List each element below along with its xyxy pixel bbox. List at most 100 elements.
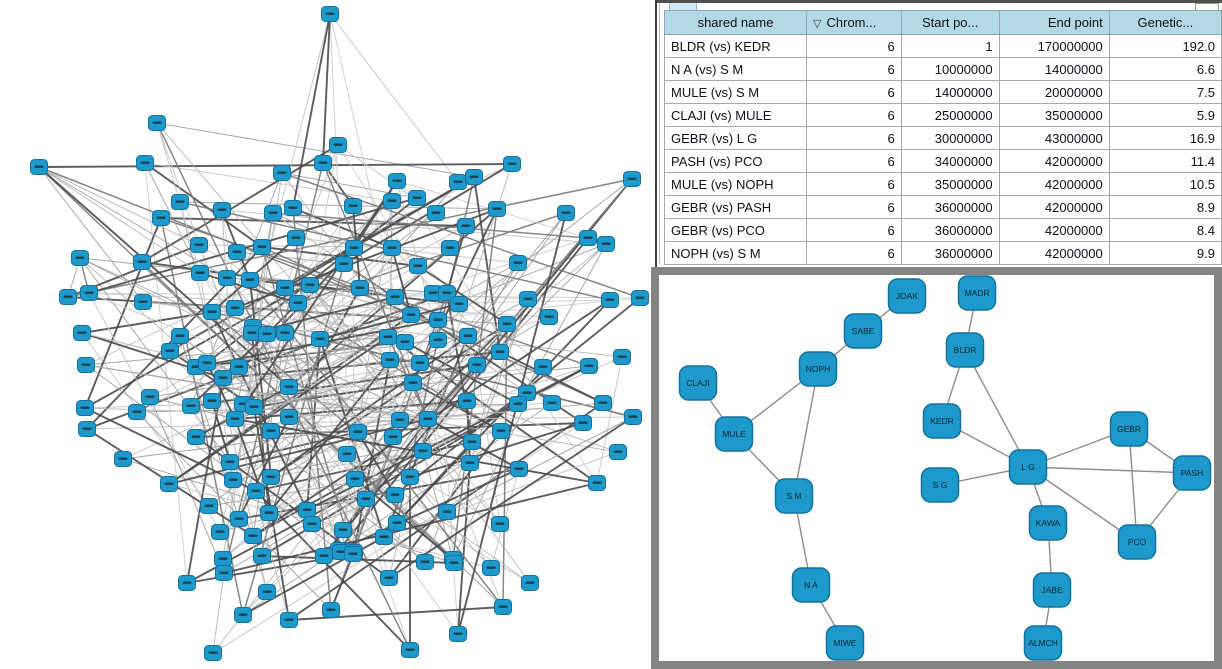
network-node[interactable] xyxy=(601,292,619,308)
table-cell[interactable]: 10.5 xyxy=(1108,172,1222,196)
network-node[interactable] xyxy=(411,355,429,371)
network-node[interactable] xyxy=(329,137,347,153)
network-node[interactable] xyxy=(191,265,209,281)
network-node[interactable] xyxy=(221,454,239,470)
network-node[interactable] xyxy=(408,190,426,206)
network-node[interactable] xyxy=(311,331,329,347)
network-node[interactable] xyxy=(429,312,447,328)
network-node[interactable] xyxy=(597,236,615,252)
network-node[interactable] xyxy=(204,645,222,661)
table-row[interactable]: BLDR (vs) KEDR 6 1 170000000 192.0 xyxy=(663,34,1222,58)
network-node[interactable] xyxy=(287,230,305,246)
network-node[interactable] xyxy=(133,254,151,270)
network-node[interactable] xyxy=(203,304,221,320)
network-node[interactable] xyxy=(429,332,447,348)
node-kawa[interactable]: KAWA xyxy=(1028,505,1068,541)
network-node[interactable] xyxy=(459,328,477,344)
column-header-0[interactable]: shared name xyxy=(663,10,808,35)
network-node[interactable] xyxy=(510,461,528,477)
network-node[interactable] xyxy=(245,399,263,415)
table-cell[interactable]: 8.9 xyxy=(1108,195,1222,219)
subnetwork-edge[interactable] xyxy=(1128,428,1138,543)
node-pash[interactable]: PASH xyxy=(1172,455,1212,491)
network-node[interactable] xyxy=(280,379,298,395)
network-node[interactable] xyxy=(509,255,527,271)
network-node[interactable] xyxy=(243,325,261,341)
network-node[interactable] xyxy=(280,612,298,628)
table-cell[interactable]: 6 xyxy=(806,218,902,242)
table-cell[interactable]: 35000000 xyxy=(900,172,1000,196)
network-node[interactable] xyxy=(384,429,402,445)
network-node[interactable] xyxy=(78,421,96,437)
table-cell[interactable]: 25000000 xyxy=(900,103,1000,127)
network-node[interactable] xyxy=(449,626,467,642)
table-row[interactable]: MULE (vs) NOPH 6 35000000 42000000 10.5 xyxy=(663,172,1222,196)
table-cell[interactable]: 20000000 xyxy=(998,80,1110,104)
network-node[interactable] xyxy=(218,270,236,286)
table-cell[interactable]: 7.5 xyxy=(1108,80,1222,104)
table-cell[interactable]: 42000000 xyxy=(998,149,1110,173)
network-node[interactable] xyxy=(613,349,631,365)
subnetwork-edge[interactable] xyxy=(964,349,1029,468)
network-node[interactable] xyxy=(438,285,456,301)
network-node[interactable] xyxy=(315,548,333,564)
network-node[interactable] xyxy=(409,258,427,274)
table-cell[interactable]: 42000000 xyxy=(998,195,1110,219)
main-network-canvas[interactable] xyxy=(0,0,656,669)
network-node[interactable] xyxy=(557,205,575,221)
network-node[interactable] xyxy=(574,415,592,431)
table-cell[interactable]: 6 xyxy=(806,195,902,219)
network-node[interactable] xyxy=(380,570,398,586)
network-node[interactable] xyxy=(178,575,196,591)
network-node[interactable] xyxy=(357,491,375,507)
network-node[interactable] xyxy=(449,174,467,190)
network-node[interactable] xyxy=(458,393,476,409)
network-node[interactable] xyxy=(346,471,364,487)
network-node[interactable] xyxy=(230,511,248,527)
network-node[interactable] xyxy=(498,316,516,332)
network-node[interactable] xyxy=(491,516,509,532)
network-node[interactable] xyxy=(226,411,244,427)
node-almch[interactable]: ALMCH xyxy=(1023,625,1063,661)
network-node[interactable] xyxy=(134,294,152,310)
network-node[interactable] xyxy=(579,230,597,246)
column-header-4[interactable]: Genetic... xyxy=(1108,10,1222,35)
network-node[interactable] xyxy=(136,155,154,171)
network-node[interactable] xyxy=(588,475,606,491)
table-cell[interactable]: 36000000 xyxy=(900,241,1000,265)
node-sabe[interactable]: SABE xyxy=(843,313,883,349)
network-node[interactable] xyxy=(624,409,642,425)
network-node[interactable] xyxy=(345,240,363,256)
network-node[interactable] xyxy=(298,502,316,518)
network-node[interactable] xyxy=(351,280,369,296)
network-node[interactable] xyxy=(141,389,159,405)
table-cell[interactable]: 1 xyxy=(900,34,1000,58)
network-node[interactable] xyxy=(200,498,218,514)
subnetwork-canvas[interactable]: JOAK MADR SABE NOPH CLAJI MULE BLDR KEDR GEBR L G… xyxy=(659,275,1214,661)
network-node[interactable] xyxy=(182,398,200,414)
node-bldr[interactable]: BLDR xyxy=(945,332,985,368)
network-node[interactable] xyxy=(128,404,146,420)
network-node[interactable] xyxy=(276,280,294,296)
table-row[interactable]: MULE (vs) S M 6 14000000 20000000 7.5 xyxy=(663,80,1222,104)
network-node[interactable] xyxy=(171,328,189,344)
network-node[interactable] xyxy=(488,201,506,217)
table-cell[interactable]: N A (vs) S M xyxy=(663,57,808,81)
network-node[interactable] xyxy=(414,443,432,459)
table-cell[interactable]: 6 xyxy=(806,149,902,173)
node-l-g[interactable]: L G xyxy=(1008,449,1048,485)
network-node[interactable] xyxy=(161,343,179,359)
table-cell[interactable]: 11.4 xyxy=(1108,149,1222,173)
network-node[interactable] xyxy=(396,334,414,350)
network-node[interactable] xyxy=(71,250,89,266)
node-jabe[interactable]: JABE xyxy=(1032,572,1072,608)
table-cell[interactable]: 35000000 xyxy=(998,103,1110,127)
node-s-m[interactable]: S M xyxy=(774,478,814,514)
network-node[interactable] xyxy=(580,358,598,374)
network-node[interactable] xyxy=(631,290,649,306)
network-node[interactable] xyxy=(519,291,537,307)
network-node[interactable] xyxy=(419,411,437,427)
network-node[interactable] xyxy=(468,357,486,373)
table-cell[interactable]: 42000000 xyxy=(998,241,1110,265)
table-row[interactable]: GEBR (vs) L G 6 30000000 43000000 16.9 xyxy=(663,126,1222,150)
